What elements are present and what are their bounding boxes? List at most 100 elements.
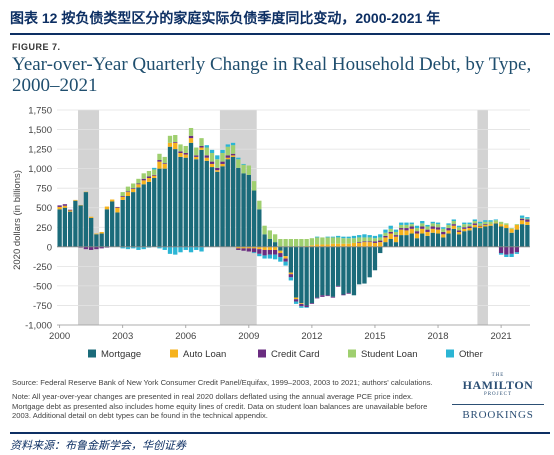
- bar-mortgage: [430, 232, 435, 247]
- y-tick-label: 1,250: [28, 145, 52, 156]
- bar-auto-loan: [230, 155, 236, 157]
- bar-credit-card: [67, 209, 73, 211]
- bar-auto-loan: [194, 156, 199, 160]
- bar-mortgage: [299, 246, 304, 304]
- bar-student-loan: [304, 239, 309, 247]
- bar-student-loan: [204, 147, 209, 156]
- bar-credit-card: [183, 153, 188, 155]
- bar-other: [299, 306, 304, 308]
- bar-student-loan: [425, 226, 430, 230]
- bar-other: [215, 155, 220, 160]
- bar-credit-card: [399, 228, 404, 230]
- bar-student-loan: [230, 145, 236, 154]
- x-tick-label: 2000: [49, 331, 70, 342]
- bar-mortgage: [435, 233, 441, 247]
- bar-mortgage: [157, 168, 162, 247]
- bar-other: [451, 219, 456, 222]
- bar-auto-loan: [57, 206, 62, 210]
- y-tick-label: 1,500: [28, 125, 52, 136]
- bar-auto-loan: [477, 226, 483, 229]
- y-tick-label: -1,000: [25, 321, 52, 332]
- bar-auto-loan: [104, 206, 110, 210]
- bar-auto-loan: [336, 243, 341, 247]
- bar-credit-card: [99, 246, 104, 249]
- bar-mortgage: [514, 229, 520, 247]
- bar-mortgage: [141, 184, 146, 247]
- legend-label: Credit Card: [271, 349, 320, 360]
- hamilton-brookings-logo: THE HAMILTON PROJECT BROOKINGS: [452, 373, 544, 422]
- legend-swatch: [446, 349, 454, 358]
- bar-auto-loan: [257, 246, 262, 250]
- bar-mortgage: [146, 181, 152, 247]
- legend: Mortgage Auto Loan Credit Card Student Loan…: [88, 349, 483, 360]
- bar-other: [367, 235, 372, 238]
- bar-student-loan: [146, 170, 152, 177]
- bar-other: [178, 246, 183, 253]
- logo-project: PROJECT: [483, 392, 513, 397]
- bar-mortgage: [509, 232, 514, 247]
- bar-auto-loan: [404, 230, 409, 236]
- bar-student-loan: [483, 221, 488, 225]
- bar-auto-loan: [493, 222, 498, 224]
- bar-student-loan: [341, 238, 346, 244]
- bar-mortgage: [236, 167, 241, 247]
- bar-credit-card: [388, 231, 393, 234]
- bar-auto-loan: [183, 154, 188, 158]
- bar-student-loan: [514, 224, 520, 225]
- bar-credit-card: [409, 226, 414, 229]
- bar-auto-loan: [314, 244, 320, 247]
- bar-credit-card: [173, 142, 178, 143]
- bar-auto-loan: [62, 205, 68, 208]
- x-tick-label: 2009: [238, 331, 259, 342]
- bar-mortgage: [362, 246, 367, 284]
- bar-auto-loan: [115, 207, 120, 213]
- bar-auto-loan: [504, 224, 509, 229]
- bar-auto-loan: [204, 157, 209, 161]
- bar-mortgage: [351, 246, 357, 296]
- y-tick-label: -250: [33, 262, 52, 273]
- bar-auto-loan: [267, 246, 273, 250]
- bar-mortgage: [283, 246, 288, 257]
- bar-auto-loan: [278, 250, 283, 254]
- bar-other: [498, 253, 504, 255]
- bar-mortgage: [199, 149, 204, 247]
- bar-auto-loan: [67, 210, 73, 212]
- bar-auto-loan: [472, 224, 477, 228]
- bar-credit-card: [131, 188, 136, 189]
- bar-mortgage: [456, 234, 462, 247]
- bar-auto-loan: [99, 231, 104, 234]
- bar-mortgage: [425, 235, 430, 247]
- bar-credit-card: [257, 249, 262, 254]
- bar-credit-card: [125, 191, 131, 193]
- bar-other: [251, 252, 257, 254]
- bar-credit-card: [293, 299, 299, 302]
- bar-other: [204, 145, 209, 148]
- bar-student-loan: [430, 223, 435, 227]
- recession-band: [477, 110, 488, 325]
- y-axis-label: 2020 dollars (in billions): [12, 170, 23, 270]
- bar-credit-card: [220, 161, 225, 164]
- bar-credit-card: [299, 303, 304, 307]
- bar-student-loan: [462, 224, 467, 228]
- bar-auto-loan: [514, 224, 520, 230]
- bar-student-loan: [236, 159, 241, 168]
- bar-credit-card: [94, 246, 99, 250]
- bar-mortgage: [73, 200, 78, 247]
- bar-other: [314, 236, 320, 238]
- bar-student-loan: [362, 237, 367, 242]
- notes: Source: Federal Reserve Bank of New York…: [12, 378, 442, 425]
- y-tick-label: 1,000: [28, 164, 52, 175]
- bar-mortgage: [488, 225, 493, 247]
- bar-credit-card: [120, 196, 125, 197]
- bar-credit-card: [498, 246, 504, 254]
- bar-mortgage: [367, 246, 372, 278]
- bar-other: [383, 229, 388, 233]
- bar-credit-card: [152, 174, 157, 176]
- bar-credit-card: [199, 145, 204, 148]
- bar-auto-loan: [378, 242, 383, 247]
- bar-mortgage: [246, 174, 251, 247]
- bar-mortgage: [420, 233, 425, 247]
- bar-auto-loan: [409, 228, 414, 234]
- bar-auto-loan: [236, 246, 241, 249]
- bar-credit-card: [141, 178, 146, 181]
